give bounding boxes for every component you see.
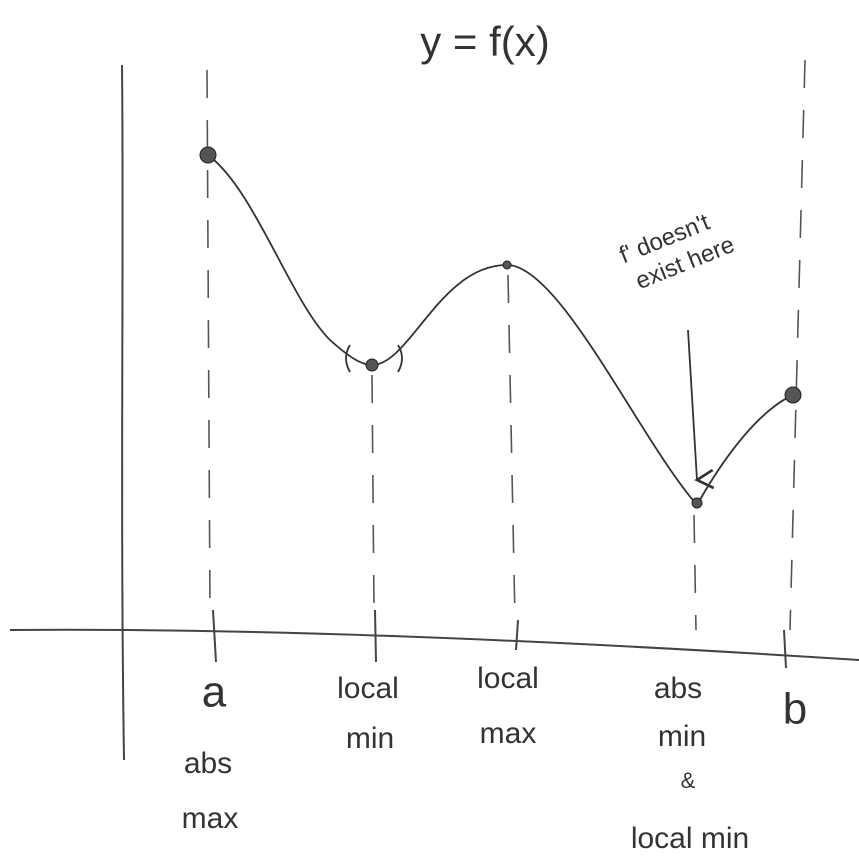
marker-note: & [681,768,696,793]
marker-note: min [658,720,706,753]
marker-note: local min [631,822,749,855]
y-axis [122,65,124,760]
marker-name: b [783,685,807,734]
marker-note: max [182,802,239,835]
diagram: y = f(x) f' doesn't exist here a abs max… [0,0,859,865]
point [503,261,511,269]
marker-note: local [337,672,399,705]
point [366,359,378,371]
curve [208,155,793,505]
tick [375,610,376,662]
page: {"title": "y = f(x)", "annotation": ["f'… [0,0,859,865]
marker-name: a [202,668,227,717]
x-axis [10,630,859,660]
point [692,498,702,508]
tick [516,620,518,650]
point [785,387,801,403]
guide-line [790,60,805,630]
marker-note: abs [184,747,232,780]
point [200,147,216,163]
guide-line [372,375,374,610]
marker-note: min [346,722,394,755]
marker-note: abs [654,672,702,705]
guide-line [508,275,515,620]
tick [213,610,216,662]
marker-note: local [477,662,539,695]
marker-note: max [480,717,537,750]
annotation: f' doesn't exist here [616,203,739,297]
title: y = f(x) [420,18,550,65]
tick [784,630,786,668]
arrow [688,330,697,480]
guide-line [694,515,696,630]
